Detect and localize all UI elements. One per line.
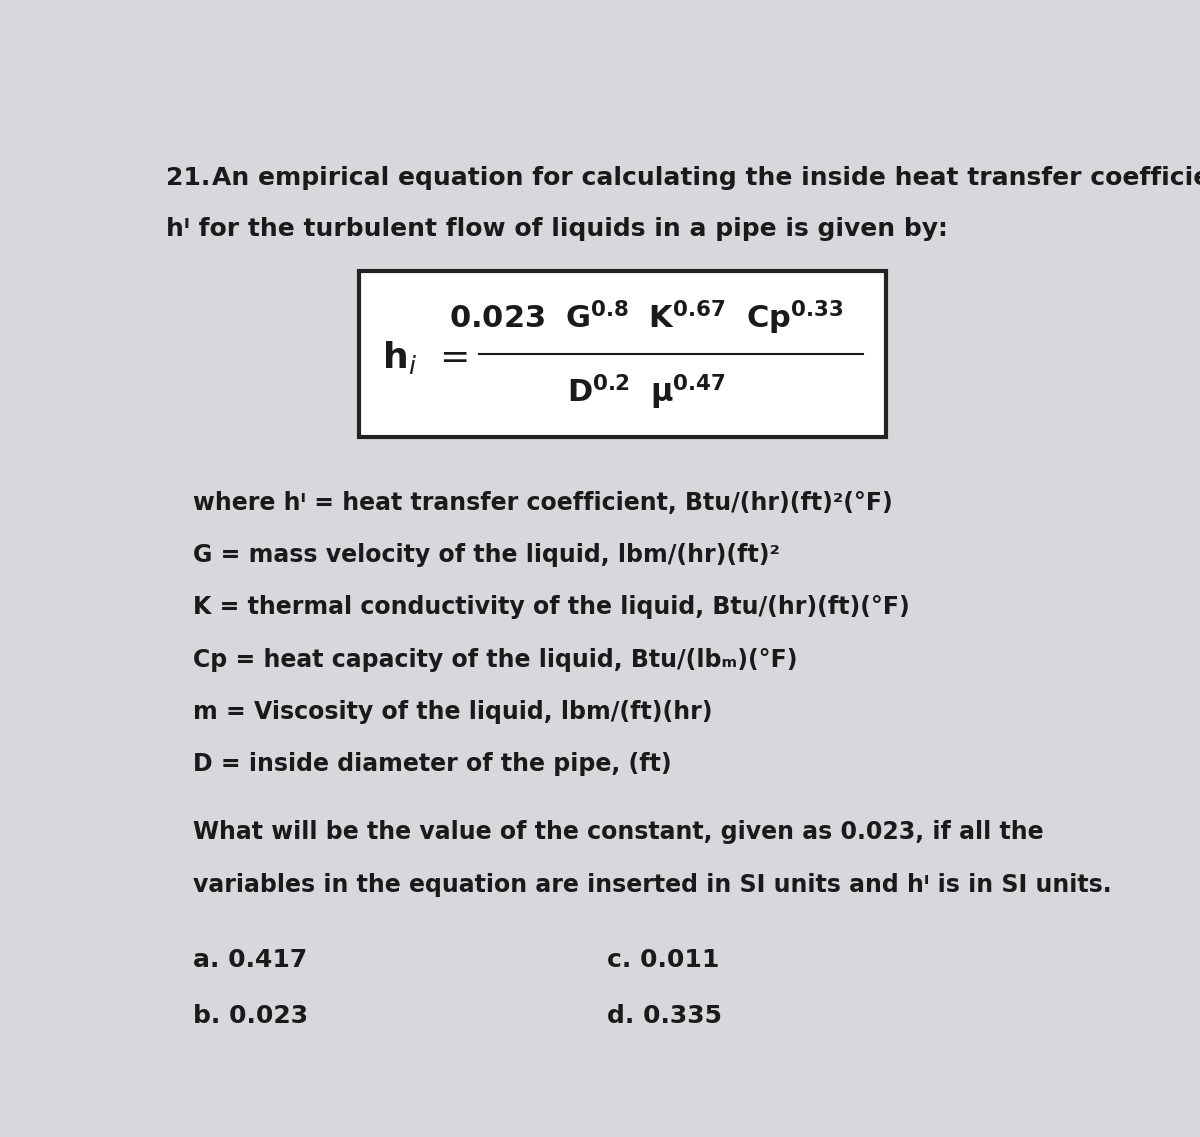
- Text: b. 0.023: b. 0.023: [193, 1004, 307, 1028]
- Text: $\mathbf{h_{\it{i}}}$  =: $\mathbf{h_{\it{i}}}$ =: [383, 339, 468, 375]
- Text: m = Viscosity of the liquid, lbm/(ft)(hr): m = Viscosity of the liquid, lbm/(ft)(hr…: [193, 700, 712, 724]
- Text: Cp = heat capacity of the liquid, Btu/(lbₘ)(°F): Cp = heat capacity of the liquid, Btu/(l…: [193, 648, 797, 672]
- Text: $\mathbf{D^{0.2}\ \ \mu^{0.47}}$: $\mathbf{D^{0.2}\ \ \mu^{0.47}}$: [566, 372, 726, 412]
- Text: What will be the value of the constant, given as 0.023, if all the: What will be the value of the constant, …: [193, 820, 1043, 844]
- Text: d. 0.335: d. 0.335: [607, 1004, 722, 1028]
- Text: c. 0.011: c. 0.011: [607, 948, 720, 972]
- Text: G = mass velocity of the liquid, lbm/(hr)(ft)²: G = mass velocity of the liquid, lbm/(hr…: [193, 543, 780, 567]
- Text: 21.: 21.: [166, 166, 210, 190]
- Text: An empirical equation for calculating the inside heat transfer coefficient,: An empirical equation for calculating th…: [212, 166, 1200, 190]
- FancyBboxPatch shape: [359, 272, 887, 437]
- Text: K = thermal conductivity of the liquid, Btu/(hr)(ft)(°F): K = thermal conductivity of the liquid, …: [193, 596, 910, 620]
- Text: $\mathbf{0.023\ \ G^{0.8}\ \ K^{0.67}\ \ Cp^{0.33}}$: $\mathbf{0.023\ \ G^{0.8}\ \ K^{0.67}\ \…: [449, 298, 844, 337]
- Text: hᴵ for the turbulent flow of liquids in a pipe is given by:: hᴵ for the turbulent flow of liquids in …: [166, 217, 947, 241]
- Text: D = inside diameter of the pipe, (ft): D = inside diameter of the pipe, (ft): [193, 753, 671, 777]
- Text: variables in the equation are inserted in SI units and hᴵ is in SI units.: variables in the equation are inserted i…: [193, 872, 1111, 897]
- Text: a. 0.417: a. 0.417: [193, 948, 307, 972]
- Text: where hᴵ = heat transfer coefficient, Btu/(hr)(ft)²(°F): where hᴵ = heat transfer coefficient, Bt…: [193, 491, 893, 515]
